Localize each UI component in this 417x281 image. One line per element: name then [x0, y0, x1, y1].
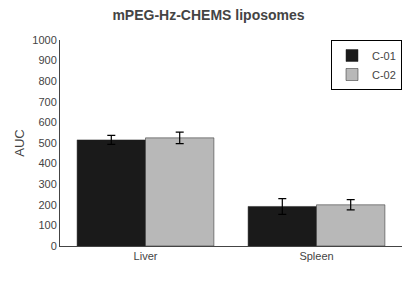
svg-text:900: 900 [38, 54, 56, 66]
svg-text:600: 600 [38, 116, 56, 128]
svg-text:Liver: Liver [134, 250, 158, 262]
svg-text:100: 100 [38, 219, 56, 231]
svg-text:400: 400 [38, 157, 56, 169]
svg-text:500: 500 [38, 137, 56, 149]
svg-text:C-02: C-02 [372, 69, 396, 81]
svg-text:700: 700 [38, 96, 56, 108]
svg-text:200: 200 [38, 199, 56, 211]
svg-text:0: 0 [51, 240, 57, 252]
svg-text:300: 300 [38, 178, 56, 190]
svg-text:1000: 1000 [32, 34, 56, 46]
svg-text:C-01: C-01 [372, 50, 396, 62]
svg-text:800: 800 [38, 75, 56, 87]
svg-text:AUC: AUC [12, 129, 27, 156]
svg-text:Spleen: Spleen [299, 250, 333, 262]
svg-text:mPEG-Hz-CHEMS liposomes: mPEG-Hz-CHEMS liposomes [112, 7, 304, 23]
